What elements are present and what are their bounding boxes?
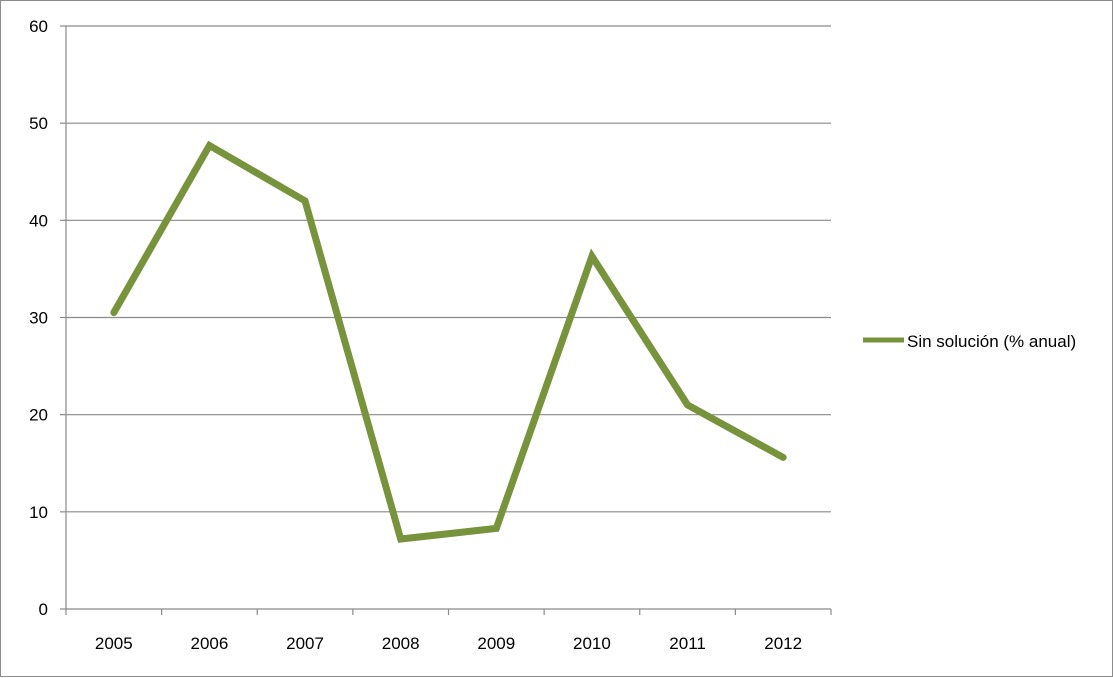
y-tick-label: 0 — [39, 600, 48, 619]
y-axis-tick-labels: 0 10 20 30 40 50 60 — [29, 17, 48, 619]
y-tick-label: 30 — [29, 309, 48, 328]
y-tick-label: 60 — [29, 17, 48, 36]
x-tick-label: 2010 — [573, 634, 611, 653]
x-tick-label: 2012 — [764, 634, 802, 653]
legend-label: Sin solución (% anual) — [907, 332, 1076, 351]
y-tick-label: 20 — [29, 406, 48, 425]
x-tick-label: 2005 — [95, 634, 133, 653]
x-tick-label: 2006 — [191, 634, 229, 653]
y-tick-label: 40 — [29, 211, 48, 230]
series-line-0 — [114, 146, 783, 540]
x-tick-label: 2007 — [286, 634, 324, 653]
x-tick-label: 2008 — [382, 634, 420, 653]
y-tick-label: 10 — [29, 503, 48, 522]
x-tick-label: 2011 — [669, 634, 706, 653]
x-tick-label: 2009 — [477, 634, 515, 653]
x-axis-tick-labels: 2005 2006 2007 2008 2009 2010 2011 2012 — [95, 634, 802, 653]
series-layer — [114, 145, 784, 539]
gridlines — [66, 26, 831, 512]
axes — [60, 26, 831, 615]
y-tick-label: 50 — [29, 114, 48, 133]
legend: Sin solución (% anual) — [863, 332, 1076, 351]
